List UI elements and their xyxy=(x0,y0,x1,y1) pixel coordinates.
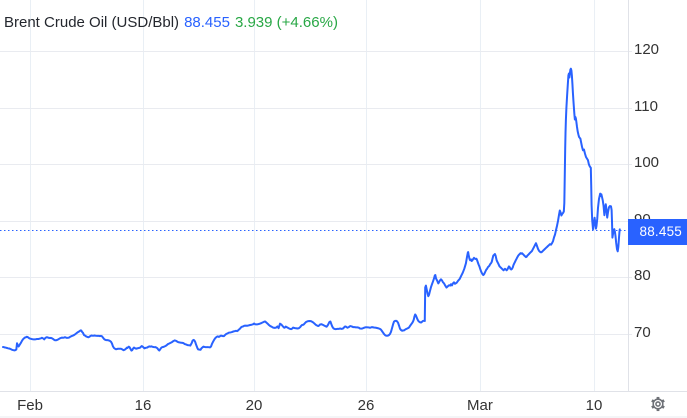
time-axis-label: Feb xyxy=(17,396,43,414)
current-price-badge: 88.455 xyxy=(628,218,687,245)
price-axis-label: 120 xyxy=(634,41,660,58)
last-price-value: 88.455 xyxy=(184,14,230,31)
time-axis-label: 20 xyxy=(245,396,263,414)
chart-legend: Brent Crude Oil (USD/Bbl) 88.455 3.939 (… xyxy=(4,14,338,32)
series-path xyxy=(2,67,621,352)
time-axis-label: Mar xyxy=(467,396,493,414)
current-price-badge-value: 88.455 xyxy=(639,224,682,240)
horizontal-gridlines xyxy=(0,51,632,335)
widget-bottom-edge xyxy=(0,416,687,418)
time-axis-label: 10 xyxy=(585,396,603,414)
symbol-title: Brent Crude Oil (USD/Bbl) xyxy=(4,14,180,31)
settings-gear-icon[interactable] xyxy=(650,396,666,412)
time-axis-label: 26 xyxy=(357,396,375,414)
price-axis-label: 110 xyxy=(634,97,658,115)
vertical-gridlines xyxy=(30,0,596,391)
price-axis-label: 80 xyxy=(634,267,651,285)
price-axis-label: 100 xyxy=(634,154,660,172)
price-line-series xyxy=(2,67,621,352)
price-change-value: 3.939 (+4.66%) xyxy=(234,14,338,31)
price-axis-label: 70 xyxy=(634,324,651,341)
axis-lines xyxy=(0,0,687,392)
time-axis-label: 16 xyxy=(134,396,152,414)
